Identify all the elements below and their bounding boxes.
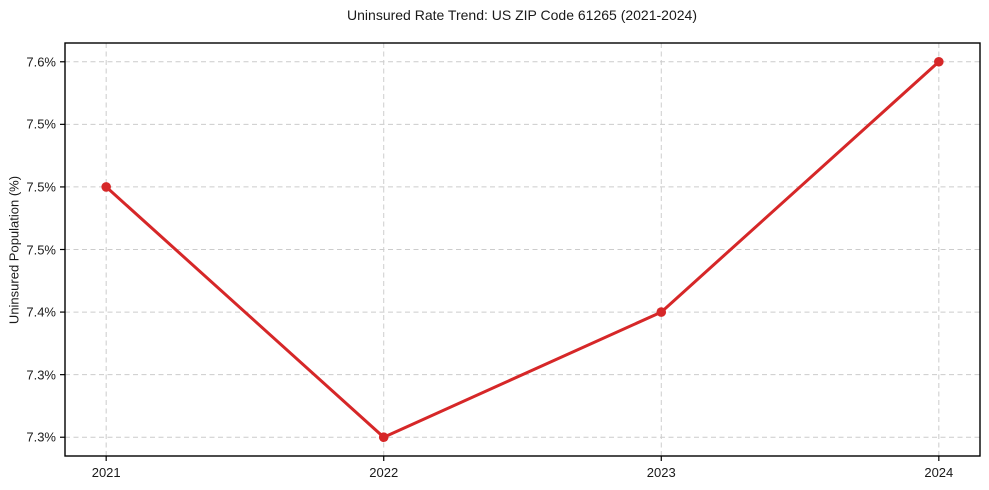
x-tick-label: 2022: [369, 465, 399, 480]
y-tick-label: 7.6%: [26, 54, 56, 70]
data-point: [934, 56, 944, 67]
x-tick-label: 2023: [646, 465, 676, 480]
y-axis-label: Uninsured Population (%): [6, 175, 22, 325]
axes-spines: [64, 42, 981, 457]
y-tick-label: 7.3%: [26, 367, 56, 383]
x-tick-label: 2021: [91, 465, 121, 480]
x-tick-label: 2024: [924, 465, 954, 480]
data-point: [378, 432, 389, 443]
data-point: [656, 307, 667, 317]
chart-title: Uninsured Rate Trend: US ZIP Code 61265 …: [347, 7, 697, 23]
y-tick-label: 7.5%: [26, 242, 56, 257]
data-line: [104, 60, 941, 439]
y-tick-label: 7.5%: [26, 116, 56, 132]
plot-area: [60, 42, 981, 461]
y-tick-label: 7.5%: [26, 179, 56, 195]
data-point: [101, 182, 111, 192]
y-tick-label: 7.4%: [26, 304, 56, 320]
y-tick-label: 7.3%: [26, 429, 56, 445]
